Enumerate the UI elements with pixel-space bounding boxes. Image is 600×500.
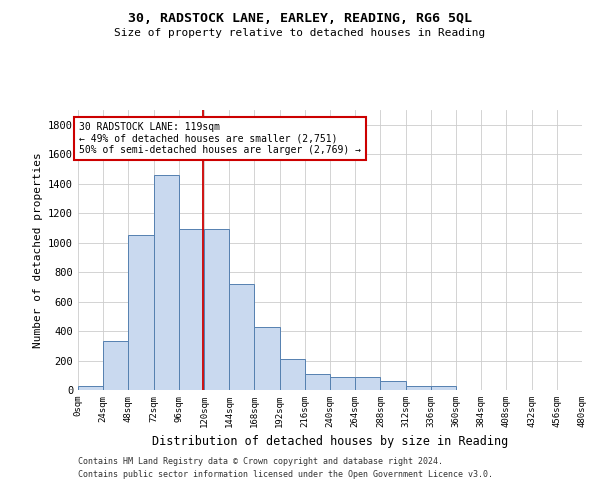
Bar: [305, 374, 330, 390]
Text: 30, RADSTOCK LANE, EARLEY, READING, RG6 5QL: 30, RADSTOCK LANE, EARLEY, READING, RG6 …: [128, 12, 472, 26]
Bar: [179, 230, 204, 390]
Bar: [229, 284, 254, 390]
Bar: [254, 326, 280, 390]
Bar: [103, 342, 128, 390]
Bar: [204, 230, 229, 390]
Text: Contains HM Land Registry data © Crown copyright and database right 2024.: Contains HM Land Registry data © Crown c…: [78, 458, 443, 466]
Text: Contains public sector information licensed under the Open Government Licence v3: Contains public sector information licen…: [78, 470, 493, 479]
Y-axis label: Number of detached properties: Number of detached properties: [32, 152, 43, 348]
Bar: [355, 376, 380, 390]
Bar: [128, 236, 154, 390]
Bar: [154, 175, 179, 390]
Bar: [280, 359, 305, 390]
Bar: [78, 386, 103, 390]
Text: Size of property relative to detached houses in Reading: Size of property relative to detached ho…: [115, 28, 485, 38]
Bar: [406, 386, 431, 390]
Bar: [330, 376, 355, 390]
Text: 30 RADSTOCK LANE: 119sqm
← 49% of detached houses are smaller (2,751)
50% of sem: 30 RADSTOCK LANE: 119sqm ← 49% of detach…: [79, 122, 361, 155]
Bar: [380, 381, 406, 390]
X-axis label: Distribution of detached houses by size in Reading: Distribution of detached houses by size …: [152, 436, 508, 448]
Bar: [431, 386, 456, 390]
